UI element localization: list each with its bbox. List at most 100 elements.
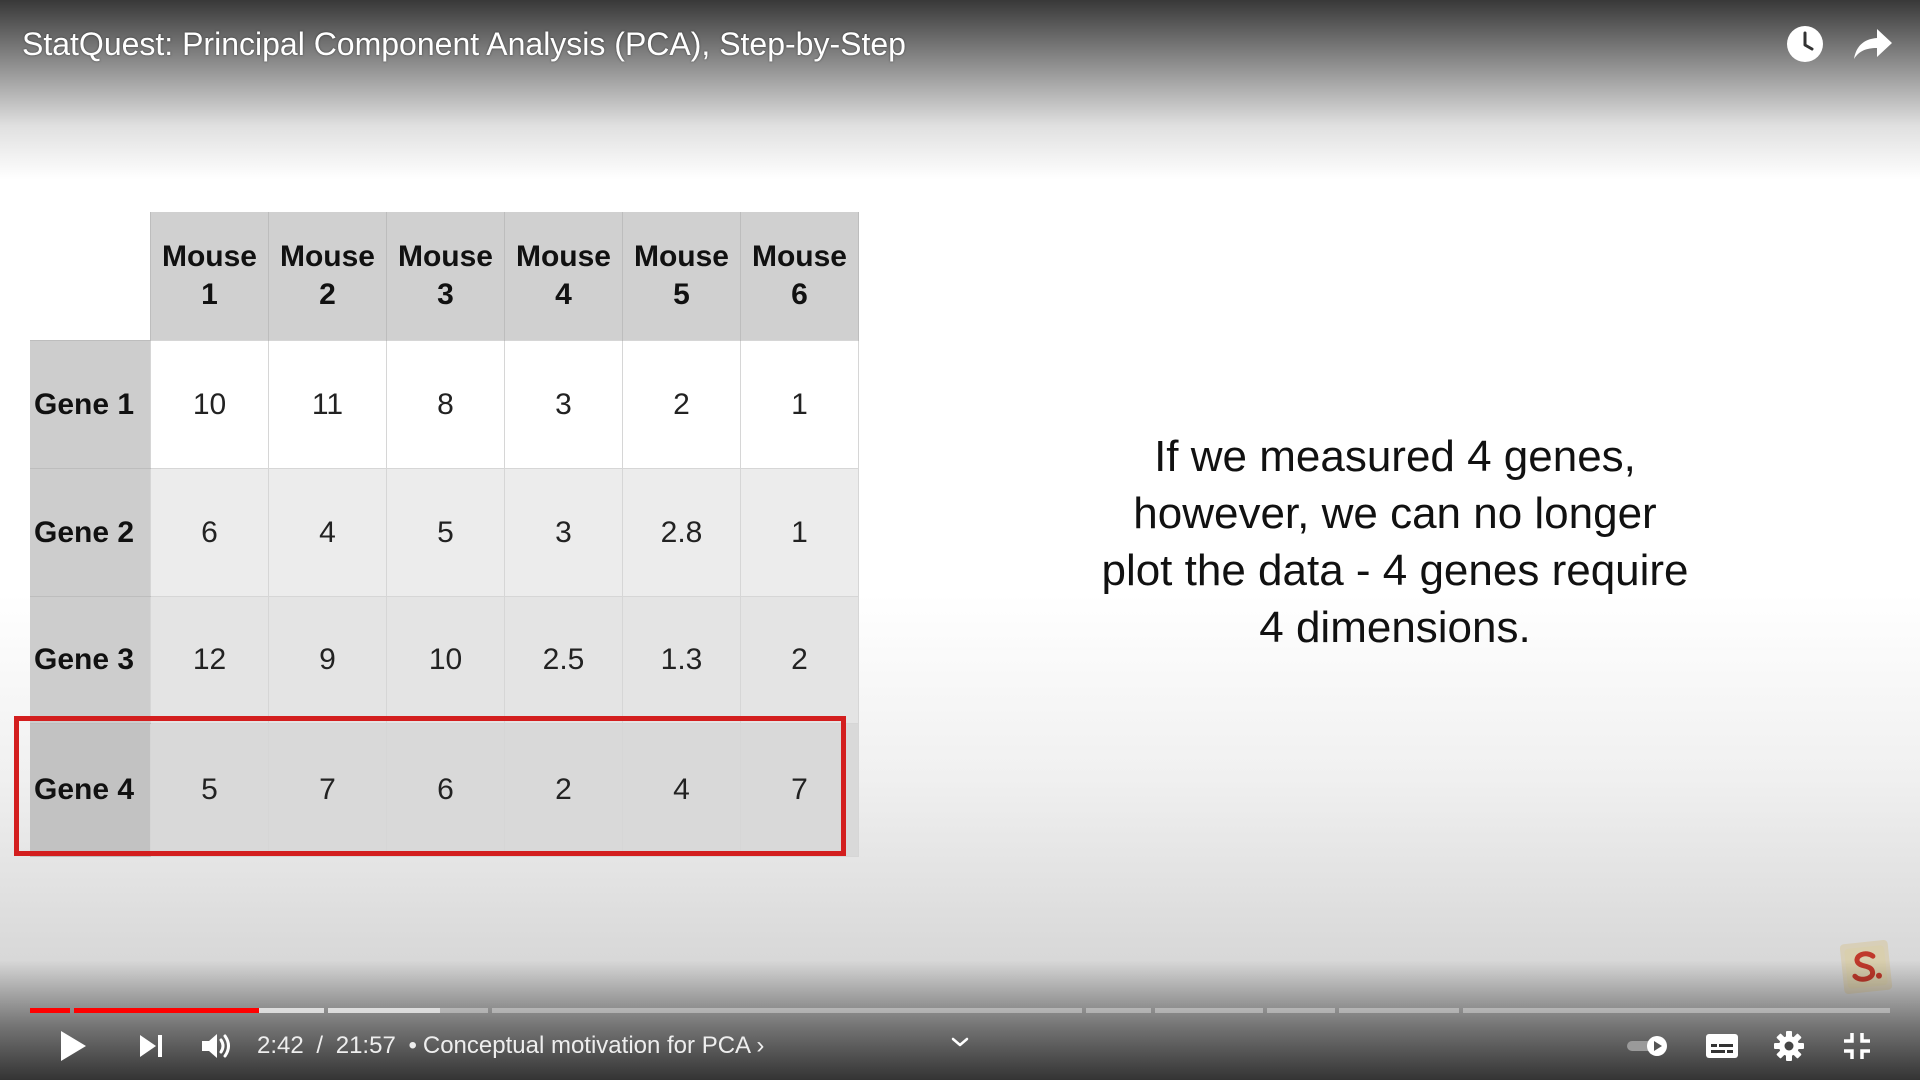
column-header-number: 1 [201,278,218,311]
table-row-highlighted: Gene 4 5 7 6 2 4 7 [30,723,859,857]
table-cell: 10 [386,596,505,724]
table-cell: 2.8 [622,468,741,597]
table-row: Gene 2 6 4 5 3 2.8 1 [30,468,859,597]
chapter-segment[interactable] [1267,1008,1335,1013]
exit-fullscreen-icon [1844,1033,1870,1059]
column-header-number: 2 [319,278,336,311]
volume-icon [202,1034,230,1058]
time-separator: / [316,1032,324,1059]
table-cell: 9 [268,596,387,724]
table-cell: 6 [386,723,505,857]
buffer-fill [328,1008,440,1013]
chevron-right-icon: › [756,1032,765,1059]
row-header-gene-2: Gene 2 [30,468,151,597]
gene-expression-table: Mouse 1 Mouse 2 Mouse 3 Mouse 4 Mouse 5 Mouse… [30,212,859,857]
row-header-gene-4: Gene 4 [30,723,151,857]
caption-line: If we measured 4 genes, [1154,432,1636,481]
table-cell: 1 [740,468,859,597]
chapters-expand-button[interactable] [940,1030,980,1054]
table-corner [30,212,151,341]
chapter-segment[interactable] [492,1008,1082,1013]
subtitles-icon [1706,1034,1738,1058]
played-fill [74,1008,259,1013]
duration: 21:57 [335,1032,396,1059]
table-cell: 2 [740,596,859,724]
table-cell: 6 [150,468,269,597]
chevron-down-icon [951,1037,969,1047]
table-cell: 1 [740,340,859,469]
subtitles-button[interactable] [1698,1024,1746,1068]
column-header-number: 6 [791,278,808,311]
settings-button[interactable] [1765,1024,1813,1068]
column-header-mouse-5: Mouse 5 [622,212,741,341]
column-header-word: Mouse [515,240,611,273]
caption-line: plot the data - 4 genes require [1101,546,1689,595]
chapter-segment[interactable] [1155,1008,1263,1013]
next-icon [140,1035,162,1057]
chapter-title-button[interactable]: Conceptual motivation for PCA › [423,1032,765,1059]
watch-later-button[interactable] [1783,22,1827,66]
row-header-gene-1: Gene 1 [30,340,151,469]
table-cell: 7 [740,723,859,857]
chapter-segment[interactable] [30,1008,70,1013]
column-header-number: 3 [437,278,454,311]
column-header-mouse-6: Mouse 6 [740,212,859,341]
progress-bar[interactable] [30,1008,1890,1013]
table-cell: 12 [150,596,269,724]
column-header-word: Mouse [279,240,375,273]
share-button[interactable] [1851,22,1895,66]
volume-button[interactable] [194,1024,240,1068]
caption-line: however, we can no longer [1133,489,1657,538]
chapter-title: Conceptual motivation for PCA [422,1032,750,1059]
slide-caption: If we measured 4 genes, however, we can … [1030,428,1760,656]
table-cell: 5 [386,468,505,597]
chapter-bullet: • [408,1032,417,1059]
column-header-mouse-3: Mouse 3 [386,212,505,341]
play-button[interactable] [50,1024,96,1068]
column-header-word: Mouse [397,240,493,273]
table-row: Gene 3 12 9 10 2.5 1.3 2 [30,596,859,724]
next-button[interactable] [128,1024,174,1068]
played-fill [30,1008,70,1013]
top-gradient [0,0,1920,180]
chapter-segment[interactable] [74,1008,324,1013]
row-header-gene-3: Gene 3 [30,596,151,724]
play-icon [61,1031,86,1061]
table-cell: 4 [622,723,741,857]
chapter-segment[interactable] [328,1008,488,1013]
table-cell: 2 [622,340,741,469]
exit-fullscreen-button[interactable] [1833,1024,1881,1068]
table-header-row: Mouse 1 Mouse 2 Mouse 3 Mouse 4 Mouse 5 Mouse… [30,212,859,341]
caption-line: 4 dimensions. [1259,603,1531,652]
table-cell: 4 [268,468,387,597]
column-header-mouse-1: Mouse 1 [150,212,269,341]
settings-icon [1774,1031,1804,1061]
table-cell: 11 [268,340,387,469]
column-header-mouse-4: Mouse 4 [504,212,623,341]
table-cell: 1.3 [622,596,741,724]
share-icon [1854,29,1892,59]
table-cell: 2.5 [504,596,623,724]
table-cell: 3 [504,468,623,597]
table-cell: 3 [504,340,623,469]
column-header-number: 4 [555,278,572,311]
table-cell: 5 [150,723,269,857]
column-header-word: Mouse [751,240,847,273]
chapter-segment[interactable] [1086,1008,1151,1013]
time-display: 2:42 / 21:57 • Conceptual motivation for … [257,1029,764,1063]
video-title[interactable]: StatQuest: Principal Component Analysis … [22,26,906,62]
bottom-gradient [0,960,1920,1080]
table-row: Gene 1 10 11 8 3 2 1 [30,340,859,469]
column-header-number: 5 [673,278,690,311]
chapter-segment[interactable] [1339,1008,1459,1013]
current-time: 2:42 [257,1032,304,1059]
column-header-mouse-2: Mouse 2 [268,212,387,341]
clock-icon [1787,26,1823,62]
autoplay-toggle[interactable] [1622,1024,1672,1068]
column-header-word: Mouse [633,240,729,273]
table-cell: 8 [386,340,505,469]
chapter-segment[interactable] [1463,1008,1890,1013]
autoplay-toggle-icon [1627,1036,1667,1056]
column-header-word: Mouse [161,240,257,273]
